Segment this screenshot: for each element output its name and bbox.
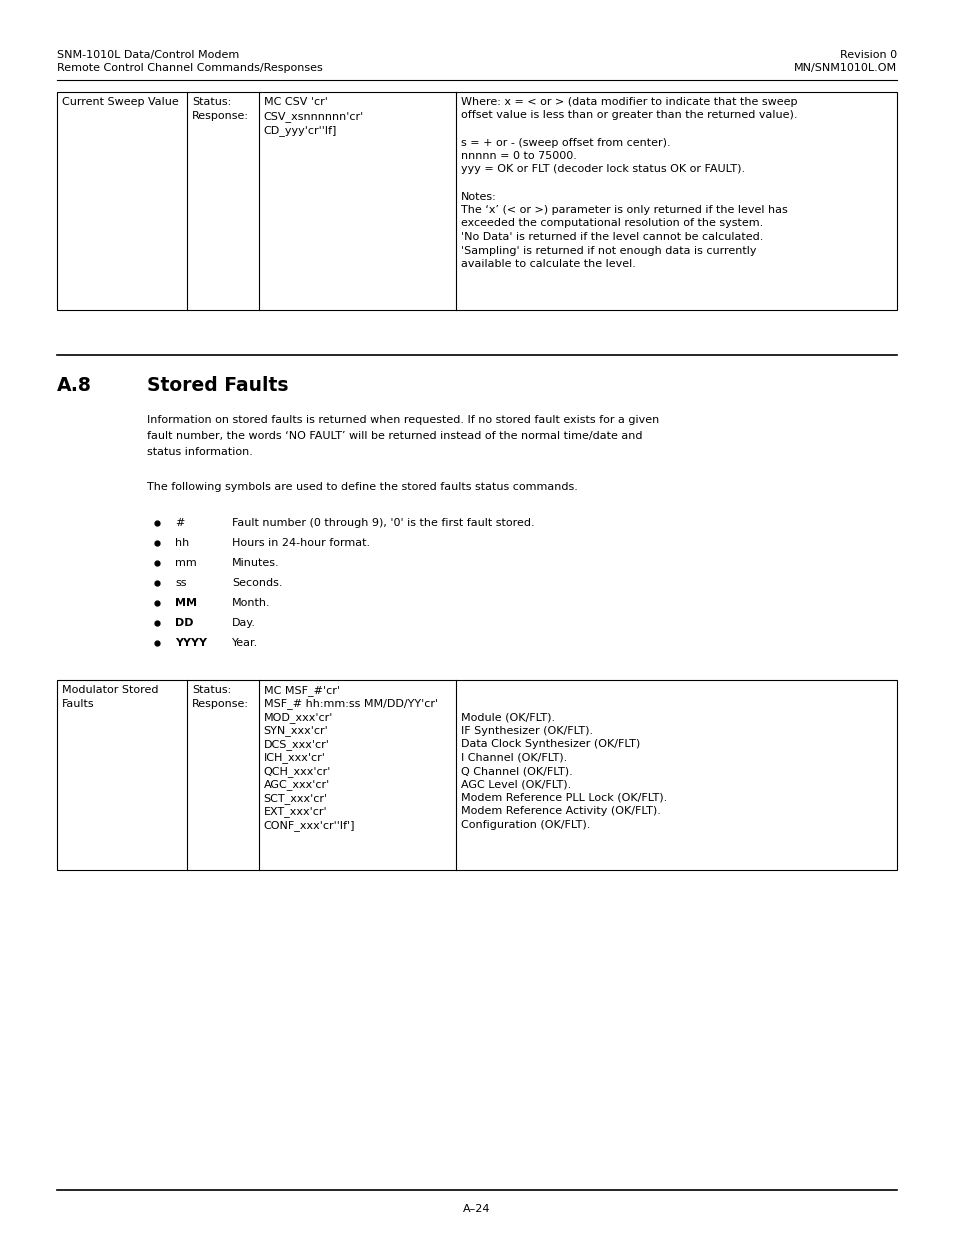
Text: MOD_xxx'cr': MOD_xxx'cr' <box>263 713 333 722</box>
Text: Seconds.: Seconds. <box>232 578 282 588</box>
Text: DD: DD <box>174 618 193 629</box>
Text: CD_yyy'cr''lf]: CD_yyy'cr''lf] <box>263 125 336 136</box>
Text: #: # <box>174 517 184 529</box>
Text: Q Channel (OK/FLT).: Q Channel (OK/FLT). <box>460 766 572 776</box>
Text: Hours in 24-hour format.: Hours in 24-hour format. <box>232 538 370 548</box>
Text: Module (OK/FLT).: Module (OK/FLT). <box>460 713 555 722</box>
Text: QCH_xxx'cr': QCH_xxx'cr' <box>263 766 331 777</box>
Text: Where: x = < or > (data modifier to indicate that the sweep: Where: x = < or > (data modifier to indi… <box>460 98 797 107</box>
Text: Fault number (0 through 9), '0' is the first fault stored.: Fault number (0 through 9), '0' is the f… <box>232 517 534 529</box>
Text: Month.: Month. <box>232 598 271 608</box>
Text: CSV_xsnnnnnn'cr': CSV_xsnnnnnn'cr' <box>263 111 363 122</box>
Text: exceeded the computational resolution of the system.: exceeded the computational resolution of… <box>460 219 762 228</box>
Text: Status:: Status: <box>192 98 232 107</box>
Text: A–24: A–24 <box>463 1204 490 1214</box>
Text: AGC Level (OK/FLT).: AGC Level (OK/FLT). <box>460 779 571 789</box>
Text: Remote Control Channel Commands/Responses: Remote Control Channel Commands/Response… <box>57 63 322 73</box>
Text: DCS_xxx'cr': DCS_xxx'cr' <box>263 739 329 750</box>
Text: available to calculate the level.: available to calculate the level. <box>460 259 636 269</box>
Text: MC MSF_#'cr': MC MSF_#'cr' <box>263 685 339 695</box>
Text: fault number, the words ‘NO FAULT’ will be returned instead of the normal time/d: fault number, the words ‘NO FAULT’ will … <box>147 431 641 441</box>
Text: CONF_xxx'cr''lf']: CONF_xxx'cr''lf'] <box>263 820 355 831</box>
Text: MC CSV 'cr': MC CSV 'cr' <box>263 98 327 107</box>
Text: MN/SNM1010L.OM: MN/SNM1010L.OM <box>793 63 896 73</box>
Text: Configuration (OK/FLT).: Configuration (OK/FLT). <box>460 820 590 830</box>
Text: Modem Reference PLL Lock (OK/FLT).: Modem Reference PLL Lock (OK/FLT). <box>460 793 666 803</box>
Text: 'Sampling' is returned if not enough data is currently: 'Sampling' is returned if not enough dat… <box>460 246 756 256</box>
Text: ICH_xxx'cr': ICH_xxx'cr' <box>263 752 325 763</box>
Text: IF Synthesizer (OK/FLT).: IF Synthesizer (OK/FLT). <box>460 725 593 736</box>
Text: s = + or - (sweep offset from center).: s = + or - (sweep offset from center). <box>460 137 670 147</box>
Text: Faults: Faults <box>62 699 94 709</box>
Text: YYYY: YYYY <box>174 638 207 648</box>
Text: nnnnn = 0 to 75000.: nnnnn = 0 to 75000. <box>460 151 577 161</box>
Text: The ‘x’ (< or >) parameter is only returned if the level has: The ‘x’ (< or >) parameter is only retur… <box>460 205 787 215</box>
Text: Response:: Response: <box>192 699 249 709</box>
Text: Minutes.: Minutes. <box>232 558 279 568</box>
Text: SNM-1010L Data/Control Modem: SNM-1010L Data/Control Modem <box>57 49 239 61</box>
Text: Response:: Response: <box>192 111 249 121</box>
Text: SCT_xxx'cr': SCT_xxx'cr' <box>263 793 328 804</box>
Text: ss: ss <box>174 578 186 588</box>
Text: Data Clock Synthesizer (OK/FLT): Data Clock Synthesizer (OK/FLT) <box>460 739 639 748</box>
Text: hh: hh <box>174 538 189 548</box>
Bar <box>57 91 896 310</box>
Text: Stored Faults: Stored Faults <box>147 375 288 395</box>
Text: MSF_# hh:mm:ss MM/DD/YY'cr': MSF_# hh:mm:ss MM/DD/YY'cr' <box>263 699 437 709</box>
Text: offset value is less than or greater than the returned value).: offset value is less than or greater tha… <box>460 110 797 121</box>
Text: SYN_xxx'cr': SYN_xxx'cr' <box>263 725 328 736</box>
Text: mm: mm <box>174 558 196 568</box>
Text: 'No Data' is returned if the level cannot be calculated.: 'No Data' is returned if the level canno… <box>460 232 762 242</box>
Text: I Channel (OK/FLT).: I Channel (OK/FLT). <box>460 752 567 762</box>
Text: Year.: Year. <box>232 638 258 648</box>
Text: Day.: Day. <box>232 618 255 629</box>
Text: Status:: Status: <box>192 685 232 695</box>
Text: The following symbols are used to define the stored faults status commands.: The following symbols are used to define… <box>147 482 578 492</box>
Text: Current Sweep Value: Current Sweep Value <box>62 98 178 107</box>
Bar <box>57 680 896 869</box>
Text: status information.: status information. <box>147 447 253 457</box>
Text: MM: MM <box>174 598 196 608</box>
Text: AGC_xxx'cr': AGC_xxx'cr' <box>263 779 330 790</box>
Text: Revision 0: Revision 0 <box>839 49 896 61</box>
Text: A.8: A.8 <box>57 375 91 395</box>
Text: Notes:: Notes: <box>460 191 497 201</box>
Text: Information on stored faults is returned when requested. If no stored fault exis: Information on stored faults is returned… <box>147 415 659 425</box>
Text: Modulator Stored: Modulator Stored <box>62 685 158 695</box>
Text: yyy = OK or FLT (decoder lock status OK or FAULT).: yyy = OK or FLT (decoder lock status OK … <box>460 164 744 174</box>
Text: EXT_xxx'cr': EXT_xxx'cr' <box>263 806 327 818</box>
Text: Modem Reference Activity (OK/FLT).: Modem Reference Activity (OK/FLT). <box>460 806 660 816</box>
